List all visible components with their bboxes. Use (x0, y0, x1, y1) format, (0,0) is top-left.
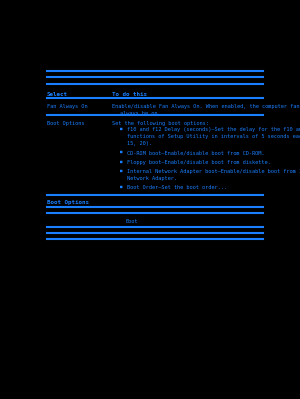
Text: ■: ■ (120, 185, 122, 189)
Text: ■: ■ (120, 160, 122, 164)
Text: Boot Options: Boot Options (47, 121, 84, 126)
Text: ■: ■ (120, 150, 122, 154)
Text: 15, 20).: 15, 20). (127, 141, 152, 146)
Text: always be on.: always be on. (120, 111, 161, 116)
Text: Network Adapter.: Network Adapter. (127, 176, 177, 181)
Text: Fan Always On: Fan Always On (47, 104, 87, 109)
Text: Floppy boot—Enable/disable boot from diskette.: Floppy boot—Enable/disable boot from dis… (127, 160, 271, 165)
Text: Internal Network Adapter boot—Enable/disable boot from Internal: Internal Network Adapter boot—Enable/dis… (127, 169, 300, 174)
Text: f10 and f12 Delay (seconds)—Set the delay for the f10 and f12: f10 and f12 Delay (seconds)—Set the dela… (127, 127, 300, 132)
Text: To do this: To do this (112, 91, 147, 97)
Text: Boot: Boot (126, 219, 138, 224)
Text: ■: ■ (120, 169, 122, 173)
Text: Boot Order—Set the boot order...: Boot Order—Set the boot order... (127, 185, 227, 190)
Text: ■: ■ (120, 127, 122, 131)
Text: functions of Setup Utility in intervals of 5 seconds each (0, 5, 10,: functions of Setup Utility in intervals … (127, 134, 300, 139)
Text: Select: Select (47, 91, 68, 97)
Text: Enable/disable Fan Always On. When enabled, the computer fan will: Enable/disable Fan Always On. When enabl… (112, 104, 300, 109)
Text: CD-ROM boot—Enable/disable boot from CD-ROM.: CD-ROM boot—Enable/disable boot from CD-… (127, 150, 265, 155)
Text: Boot Options: Boot Options (47, 200, 89, 205)
Text: Set the following boot options:: Set the following boot options: (112, 121, 209, 126)
